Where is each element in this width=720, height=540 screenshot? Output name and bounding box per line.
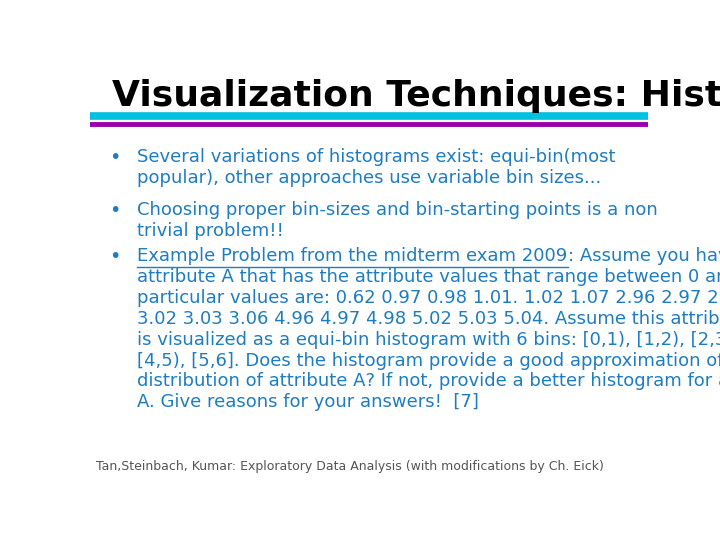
- Text: Several variations of histograms exist: equi-bin(most
popular), other approaches: Several variations of histograms exist: …: [138, 148, 616, 187]
- Text: •: •: [109, 201, 121, 220]
- Text: attribute A that has the attribute values that range between 0 and 6; its
partic: attribute A that has the attribute value…: [138, 268, 720, 411]
- Text: Example Problem from the midterm exam 2009: Example Problem from the midterm exam 20…: [138, 246, 567, 265]
- Text: Visualization Techniques: Histograms: Visualization Techniques: Histograms: [112, 79, 720, 113]
- Text: Tan,Steinbach, Kumar: Exploratory Data Analysis (with modifications by Ch. Eick): Tan,Steinbach, Kumar: Exploratory Data A…: [96, 460, 603, 473]
- Text: •: •: [109, 246, 121, 266]
- Text: : Assume you have an: : Assume you have an: [567, 246, 720, 265]
- Text: Choosing proper bin-sizes and bin-starting points is a non
trivial problem!!: Choosing proper bin-sizes and bin-starti…: [138, 201, 658, 240]
- Text: •: •: [109, 148, 121, 167]
